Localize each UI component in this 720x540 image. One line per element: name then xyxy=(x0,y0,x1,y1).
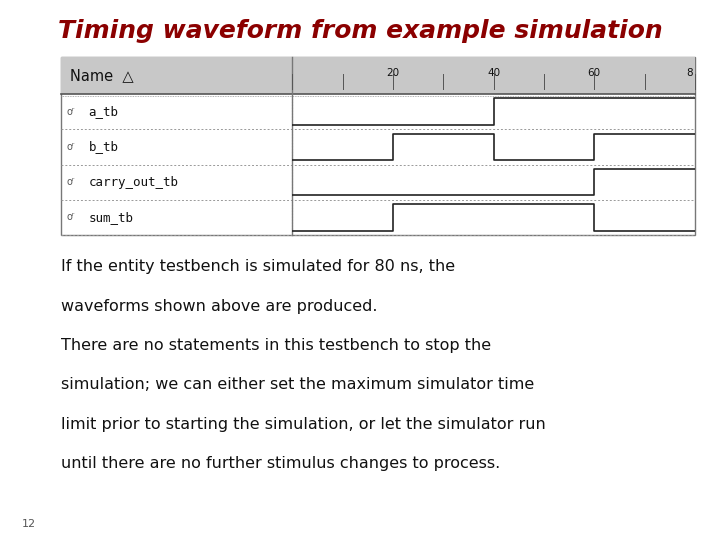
Bar xyxy=(61,57,695,235)
Text: 8: 8 xyxy=(687,68,693,78)
Text: a_tb: a_tb xyxy=(89,105,119,118)
Text: until there are no further stimulus changes to process.: until there are no further stimulus chan… xyxy=(61,456,500,471)
Bar xyxy=(61,57,695,94)
Text: carry_out_tb: carry_out_tb xyxy=(89,176,179,188)
Text: 20: 20 xyxy=(387,68,400,78)
Text: If the entity testbench is simulated for 80 ns, the: If the entity testbench is simulated for… xyxy=(61,259,455,274)
Text: simulation; we can either set the maximum simulator time: simulation; we can either set the maximu… xyxy=(61,377,534,393)
Text: 12: 12 xyxy=(22,519,36,529)
Text: b_tb: b_tb xyxy=(89,140,119,153)
Text: ᴏʳ: ᴏʳ xyxy=(67,142,76,152)
Text: ᴏʳ: ᴏʳ xyxy=(67,107,76,117)
Text: There are no statements in this testbench to stop the: There are no statements in this testbenc… xyxy=(61,338,491,353)
Text: Name  △: Name △ xyxy=(70,68,133,83)
Text: sum_tb: sum_tb xyxy=(89,211,134,224)
Text: ᴏʳ: ᴏʳ xyxy=(67,177,76,187)
Text: 60: 60 xyxy=(588,68,600,78)
Text: limit prior to starting the simulation, or let the simulator run: limit prior to starting the simulation, … xyxy=(61,417,546,432)
Text: Timing waveform from example simulation: Timing waveform from example simulation xyxy=(58,19,662,43)
Text: waveforms shown above are produced.: waveforms shown above are produced. xyxy=(61,299,378,314)
Text: ᴏʳ: ᴏʳ xyxy=(67,212,76,222)
Text: 40: 40 xyxy=(487,68,500,78)
